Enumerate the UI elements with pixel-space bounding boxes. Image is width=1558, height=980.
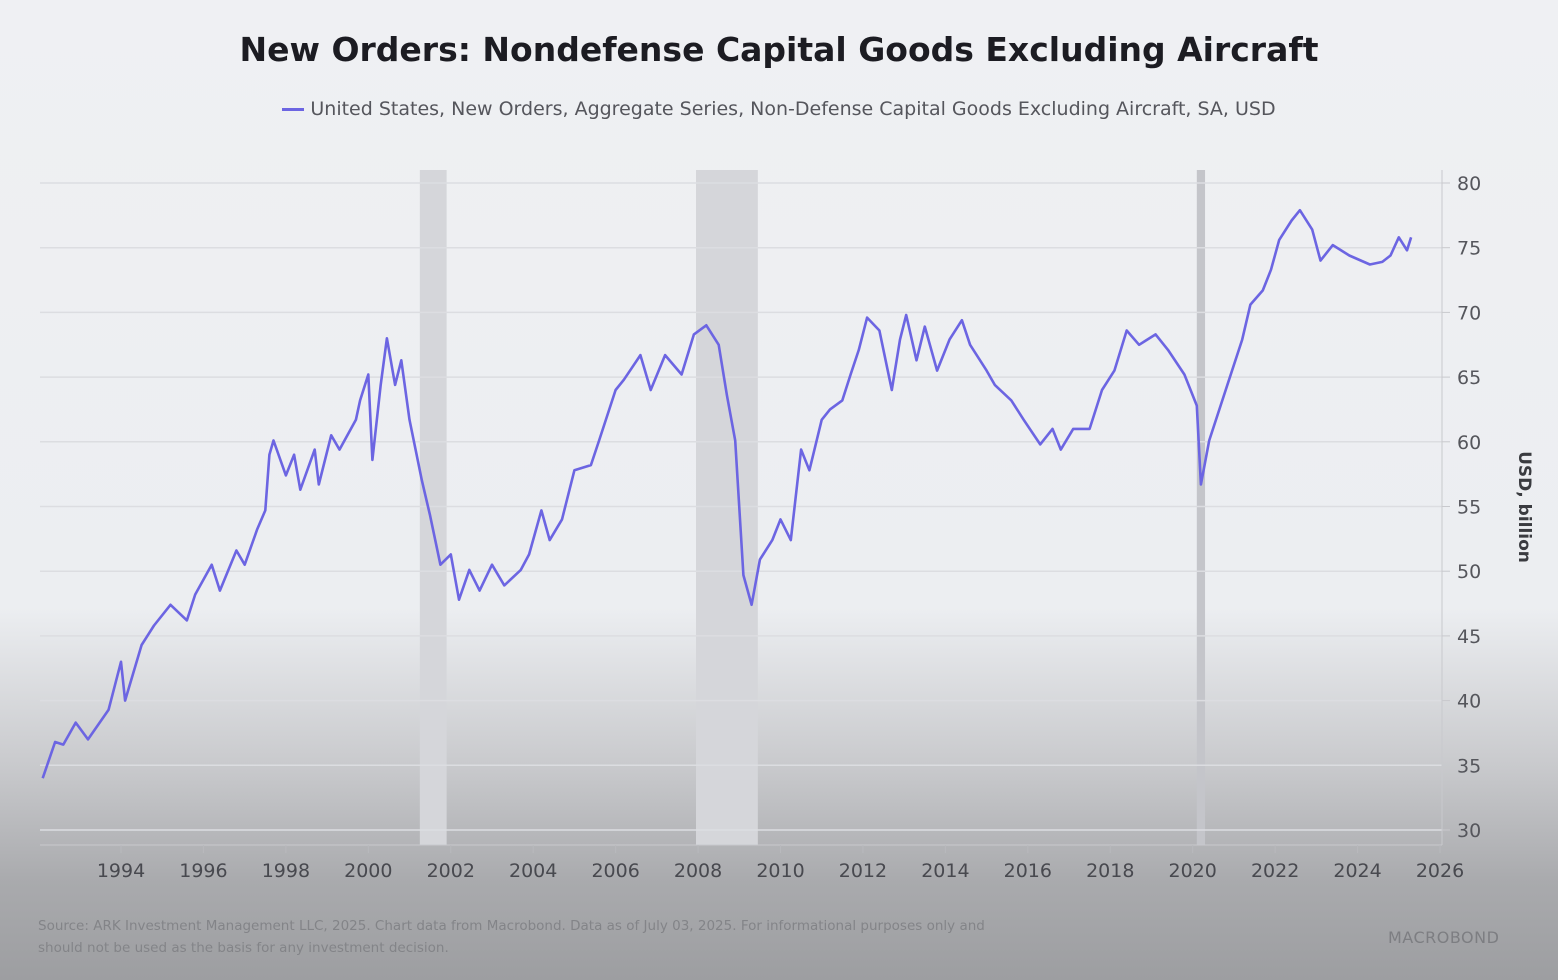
recession-band <box>1196 170 1206 845</box>
recession-band <box>419 170 447 845</box>
x-tick-label: 1998 <box>262 860 310 882</box>
chart-title: New Orders: Nondefense Capital Goods Exc… <box>239 30 1319 69</box>
x-tick-label: 2020 <box>1169 860 1217 882</box>
x-tick-label: 2022 <box>1251 860 1299 882</box>
macrobond-logo: MACROBOND <box>1388 928 1500 947</box>
x-tick-label: 1994 <box>97 860 145 882</box>
y-axis-label: USD, billion <box>1514 451 1534 563</box>
legend-swatch <box>282 108 305 111</box>
x-tick-label: 2024 <box>1333 860 1381 882</box>
legend-label: United States, New Orders, Aggregate Ser… <box>310 98 1276 120</box>
y-tick-label: 80 <box>1457 173 1481 195</box>
x-tick-label: 2006 <box>591 860 639 882</box>
x-tick-label: 2012 <box>839 860 887 882</box>
y-tick-label: 35 <box>1457 755 1481 777</box>
y-tick-label: 30 <box>1457 820 1481 842</box>
y-tick-label: 75 <box>1457 238 1481 260</box>
y-tick-label: 65 <box>1457 367 1481 389</box>
x-tick-label: 1996 <box>179 860 227 882</box>
x-tick-label: 2016 <box>1004 860 1052 882</box>
x-tick-label: 2008 <box>674 860 722 882</box>
chart-legend: United States, New Orders, Aggregate Ser… <box>0 98 1558 120</box>
x-tick-label: 2010 <box>756 860 804 882</box>
recession-band <box>696 170 758 845</box>
x-tick-label: 2018 <box>1086 860 1134 882</box>
y-tick-label: 55 <box>1457 497 1481 519</box>
x-tick-label: 2000 <box>344 860 392 882</box>
source-line-2: should not be used as the basis for any … <box>38 940 449 956</box>
x-tick-label: 2014 <box>921 860 969 882</box>
source-note: Source: ARK Investment Management LLC, 2… <box>38 915 1338 959</box>
y-tick-label: 50 <box>1457 561 1481 583</box>
y-tick-label: 45 <box>1457 626 1481 648</box>
x-tick-label: 2004 <box>509 860 557 882</box>
x-tick-label: 2026 <box>1416 860 1464 882</box>
y-tick-label: 40 <box>1457 691 1481 713</box>
y-tick-label: 60 <box>1457 432 1481 454</box>
x-tick-label: 2002 <box>427 860 475 882</box>
series-line <box>41 208 1413 779</box>
y-tick-label: 70 <box>1457 302 1481 324</box>
source-line-1: Source: ARK Investment Management LLC, 2… <box>38 918 985 934</box>
